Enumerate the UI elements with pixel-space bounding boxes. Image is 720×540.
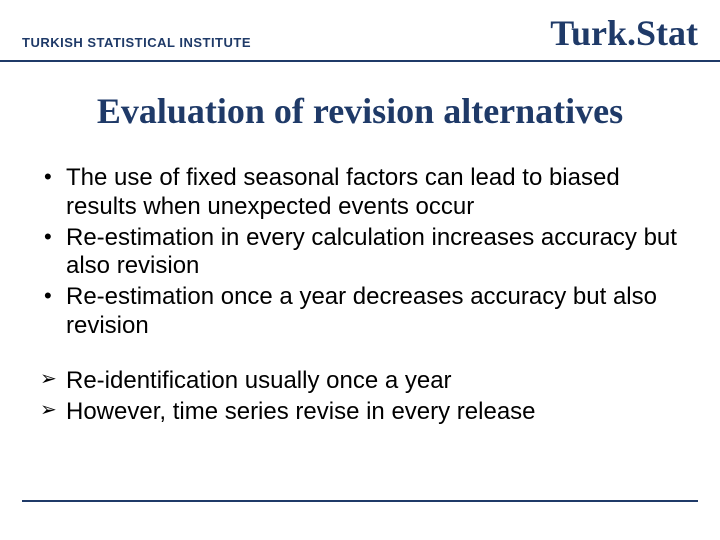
bullet-item: Re-estimation in every calculation incre…	[40, 224, 680, 282]
bullet-item: Re-estimation once a year decreases accu…	[40, 283, 680, 341]
arrow-item: However, time series revise in every rel…	[40, 398, 680, 427]
bullet-item: The use of fixed seasonal factors can le…	[40, 164, 680, 222]
logo-text: Turk.Stat	[550, 12, 698, 54]
slide-content: The use of fixed seasonal factors can le…	[0, 164, 720, 426]
slide-header: TURKISH STATISTICAL INSTITUTE Turk.Stat	[0, 0, 720, 62]
arrow-list: Re-identification usually once a year Ho…	[40, 367, 680, 427]
footer-divider	[22, 500, 698, 502]
bullet-list: The use of fixed seasonal factors can le…	[40, 164, 680, 341]
slide-title: Evaluation of revision alternatives	[0, 90, 720, 132]
institute-name: TURKISH STATISTICAL INSTITUTE	[22, 35, 251, 54]
arrow-item: Re-identification usually once a year	[40, 367, 680, 396]
